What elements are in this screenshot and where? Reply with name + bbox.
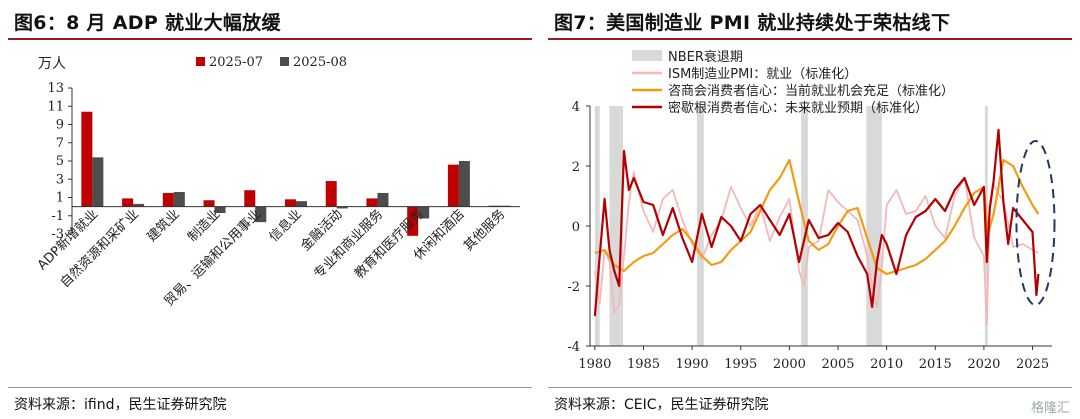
source-note: 资料来源：ifind，民生证券研究院 [14,397,227,413]
x-category-label: 其他服务 [460,206,508,254]
y-axis: 13 11 9 7 5 3 1 -1 -3 [47,81,73,242]
bar [255,206,267,223]
y-tick-label: -2 [567,280,580,295]
series-line [593,128,1040,317]
legend-label: ISM制造业PMI：就业（标准化） [668,67,857,82]
y-tick-label: 11 [47,99,64,114]
x-category-label: 建筑业 [144,206,183,245]
y-tick-label: 0 [572,220,580,235]
x-tick-label: 1995 [724,357,757,372]
y-tick-label: 4 [572,100,580,115]
legend-label: 密歇根消费者信心：未来就业预期（标准化） [668,100,928,116]
bar [366,198,378,207]
line-series [593,128,1040,326]
bar [418,206,430,219]
x-category-label: 专业和商业服务 [311,206,387,282]
y-tick-label: 1 [56,191,64,206]
y-tick-label: 9 [56,118,64,133]
x-tick-label: 2020 [967,357,1000,372]
x-tick-label: 1980 [578,357,611,372]
bar [285,199,296,207]
x-category-label: 教育和医疗服务 [351,206,427,282]
bar [214,206,226,214]
x-category-label: 信息业 [266,206,305,245]
title-divider [8,38,532,40]
bar [133,203,145,207]
legend-swatch [632,50,662,61]
x-tick-label: 2015 [919,357,952,372]
bar [173,192,185,207]
source-note: 资料来源：CEIC，民生证券研究院 [554,397,769,413]
legend-label: NBER衰退期 [668,49,743,65]
legend-label: 2025-07 [209,55,263,70]
chart-title: 图6：8 月 ADP 就业大幅放缓 [14,12,281,34]
bar [447,164,459,207]
recession-band [594,106,600,346]
bar [377,192,389,207]
chart-legend: NBER衰退期 ISM制造业PMI：就业（标准化）咨商会消费者信心：当前就业机会充… [632,49,954,116]
y-tick-label: -3 [51,227,64,242]
y-unit-label: 万人 [38,56,66,72]
x-tick-label: 2025 [1016,357,1049,372]
bar [336,206,348,209]
y-tick-label: 5 [56,154,64,169]
x-tick-label: 1985 [627,357,660,372]
y-tick-label: -1 [51,209,64,224]
bar [407,206,419,236]
recession-band [866,106,882,346]
bar [458,161,470,207]
y-axis: 4 2 0 -2 -4 [567,100,591,355]
y-tick-label: 13 [47,81,64,96]
left-chart-panel: 图6：8 月 ADP 就业大幅放缓 万人 2025-07 2025-08 13 11… [8,12,532,413]
x-axis: 1980 1985 1990 1995 2000 2005 2010 2015 2020 2025 [578,345,1052,372]
highlight-ellipse [1015,140,1056,306]
chart-legend: 2025-07 2025-08 [196,55,347,70]
source-divider [8,387,532,388]
x-category-label: 制造业 [185,207,223,245]
y-tick-label: -4 [567,340,580,355]
bar [296,201,307,207]
y-tick-label: 2 [572,160,580,175]
right-chart-panel: 图7：美国制造业 PMI 就业持续处于荣枯线下 4 2 0 -2 -4 1980 1985… [540,0,1080,419]
y-tick-label: 3 [56,172,64,187]
x-tick-label: 1990 [676,357,709,372]
bar [162,192,174,207]
x-tick-label: 2005 [821,357,854,372]
bar [244,190,256,207]
y-tick-label: 7 [56,136,64,151]
bar [203,200,215,207]
series-line [594,171,1039,326]
legend-label: 咨商会消费者信心：当前就业机会充足（标准化） [668,83,954,99]
bar [92,157,104,207]
bar [325,181,337,207]
source-divider [548,387,1072,388]
legend-swatch [196,57,205,66]
bar [81,111,93,207]
bar-series [81,111,511,236]
watermark: 格隆汇 [1030,401,1070,416]
legend-swatch [280,57,289,66]
series-line [594,158,1040,276]
bar [122,198,134,207]
title-divider [548,38,1072,40]
legend-label: 2025-08 [293,55,347,70]
x-tick-label: 2010 [870,357,903,372]
x-tick-label: 2000 [773,357,806,372]
line-chart: 4 2 0 -2 -4 1980 1985 1990 1995 2000 2005 2010 2015… [567,49,1056,372]
bar-chart: 万人 2025-07 2025-08 13 11 9 7 5 3 1 -1 -3 ADP新增就业自… [34,55,520,309]
chart-title: 图7：美国制造业 PMI 就业持续处于荣枯线下 [554,12,951,34]
